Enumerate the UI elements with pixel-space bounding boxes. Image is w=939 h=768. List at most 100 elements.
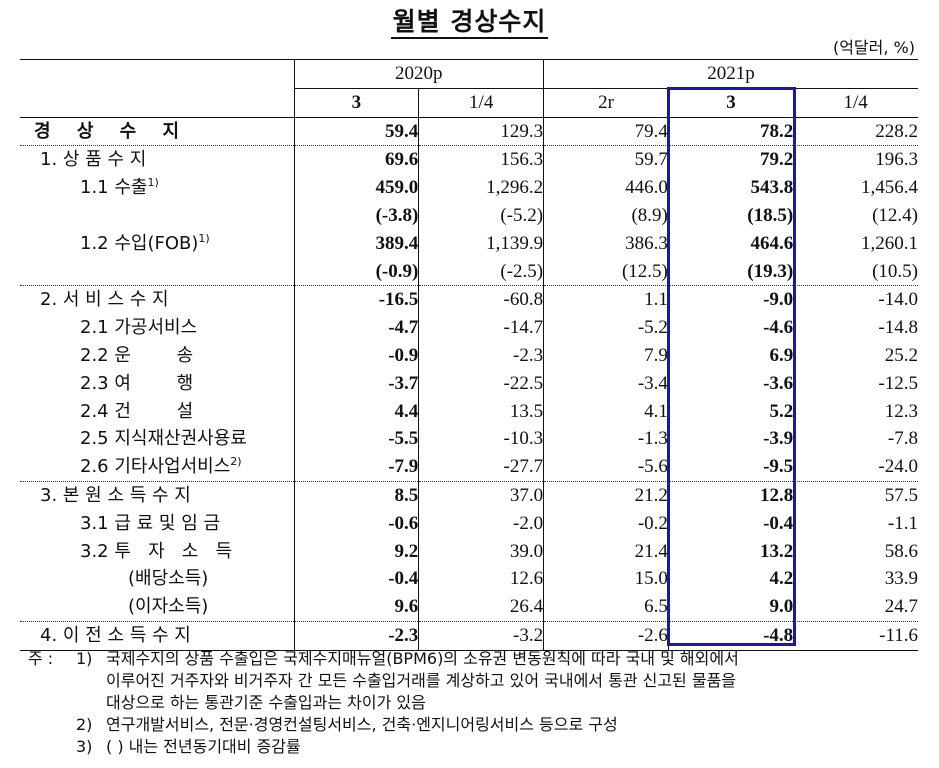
value-cell: 13.5: [418, 397, 544, 426]
row-label: 2. 서 비 스 수 지: [20, 285, 294, 315]
footnote-prefix: 주 :: [28, 649, 54, 668]
value-cell: -7.9: [293, 453, 419, 482]
value-cell: -14.8: [878, 317, 918, 339]
value-cell: 9.0: [667, 593, 794, 622]
page-title: 월별 경상수지: [0, 2, 939, 39]
value-cell: -1.3: [543, 425, 669, 454]
row-label-text: 2.5 지식재산권사용료: [80, 428, 247, 450]
value-cell: 464.6: [667, 229, 794, 258]
row-label-text: 경 상 수 지: [34, 120, 190, 142]
value-cell: (-3.8): [293, 201, 419, 230]
value-cell: 459.0: [293, 174, 419, 202]
value-cell: (19.3): [667, 257, 794, 286]
value-cell: (-2.5): [418, 257, 544, 286]
value-cell: 1.1: [543, 285, 669, 315]
value-cell: -5.5: [293, 425, 419, 454]
footnote-ref: 1): [147, 176, 159, 190]
row-label-text: (배당소득): [128, 568, 209, 590]
row-label: 1. 상 품 수 지: [20, 145, 294, 175]
table-row: 1.2 수입(FOB)1) 389.4 1,139.9 386.3 464.6 1,260…: [20, 229, 918, 258]
value-cell: -10.3: [418, 425, 544, 454]
value-cell: -2.3: [418, 341, 544, 370]
value-cell: 9.6: [293, 593, 419, 622]
table-row: 2.3 여 행 -3.7 -22.5 -3.4 -3.6 -12.5: [20, 369, 918, 398]
table-row: 2.6 기타사업서비스2) -7.9 -27.7 -5.6 -9.5 -24.0: [20, 453, 918, 482]
footnote-text: 국제수지의 상품 수출입은 국제수지매뉴얼(BPM6)의 소유권 변동원칙에 따…: [106, 649, 739, 668]
value-cell: (-5.2): [418, 201, 544, 230]
value-cell: -11.6: [793, 620, 918, 651]
value-cell: -3.7: [293, 369, 419, 398]
value-cell: 4.1: [543, 397, 669, 426]
row-label: (이자소득): [20, 593, 294, 621]
value-cell: -4.7: [293, 314, 419, 342]
value-cell: -16.5: [293, 285, 419, 315]
value-cell: 79.2: [667, 145, 794, 175]
value-cell: -14.7: [418, 314, 544, 342]
header-col-2021-q1: 1/4: [793, 88, 918, 118]
value-cell: -0.4: [293, 565, 419, 594]
value-cell: -7.8: [887, 428, 918, 450]
value-cell: -0.2: [543, 509, 669, 538]
header-year-2021: 2021p: [543, 59, 918, 89]
value-cell: (-0.9): [293, 257, 419, 286]
table-row: 1.1 수출1) 459.0 1,296.2 446.0 543.8 1,456.4: [20, 174, 918, 202]
value-cell: 4.4: [293, 397, 419, 426]
value-cell: -0.9: [293, 341, 419, 370]
row-label-text: 2.2 운 송: [80, 344, 194, 366]
footnote-text: ( ) 내는 전년동기대비 증감률: [106, 737, 301, 756]
table-row: 4. 이 전 소 득 수 지 -2.3 -3.2 -2.6 -4.8 -11.6: [20, 620, 918, 651]
row-label-text: 4. 이 전 소 득 수 지: [40, 624, 191, 646]
value-cell: 78.2: [667, 117, 794, 146]
table-row: 2.2 운 송 -0.9 -2.3 7.9 6.9 25.2: [20, 341, 918, 370]
value-cell: 25.2: [884, 344, 918, 366]
value-cell: 24.7: [884, 596, 918, 618]
value-cell: 21.4: [543, 537, 669, 566]
value-cell: 59.4: [293, 117, 419, 146]
value-cell: -1.1: [887, 512, 918, 534]
row-label-text: 3.2 투 자 소 득: [80, 540, 233, 562]
header-col-2020-3: 3: [293, 88, 419, 118]
value-cell: -4.8: [667, 620, 794, 651]
value-cell: 7.9: [543, 341, 669, 370]
value-cell: (18.5): [667, 201, 794, 230]
value-cell: 39.0: [418, 537, 544, 566]
value-cell: 156.3: [418, 145, 544, 175]
value-cell: -2.0: [418, 509, 544, 538]
row-label-text: 3. 본 원 소 득 수 지: [40, 484, 191, 506]
value-cell: 33.9: [884, 568, 918, 590]
value-cell: -14.0: [793, 285, 918, 315]
value-cell: -3.2: [418, 620, 544, 651]
value-cell: 543.8: [667, 174, 794, 202]
value-cell: 196.3: [793, 145, 918, 175]
footnote-text: 이루어진 거주자와 비거주자 간 모든 수출입거래를 계상하고 있어 국내에서 …: [106, 671, 737, 690]
value-cell: -3.9: [667, 425, 794, 454]
row-label: 2.1 가공서비스: [20, 314, 294, 342]
header-period-row: 3 1/4 2r 3 1/4: [20, 88, 918, 118]
value-cell: -60.8: [418, 285, 544, 315]
row-label: 1.2 수입(FOB)1): [20, 230, 294, 258]
value-cell: 12.6: [418, 565, 544, 594]
value-cell: 12.8: [667, 480, 794, 510]
header-year-row: 2020p 2021p: [20, 59, 918, 118]
row-label-text: (이자소득): [128, 596, 209, 618]
table-row: (배당소득) -0.4 12.6 15.0 4.2 33.9: [20, 565, 918, 594]
row-label: 2.5 지식재산권사용료: [20, 425, 294, 453]
footnote-number: 2): [76, 715, 93, 734]
value-cell: 58.6: [884, 540, 918, 562]
value-cell: 13.2: [667, 537, 794, 566]
table-row: 2.1 가공서비스 -4.7 -14.7 -5.2 -4.6 -14.8: [20, 314, 918, 342]
row-label: 4. 이 전 소 득 수 지: [20, 620, 294, 651]
value-cell: 129.3: [418, 117, 544, 146]
value-cell: 21.2: [543, 480, 669, 510]
value-cell: 1,260.1: [861, 232, 918, 254]
value-cell: -2.6: [543, 620, 669, 651]
footnote-1-line2: 이루어진 거주자와 비거주자 간 모든 수출입거래를 계상하고 있어 국내에서 …: [28, 670, 928, 692]
header-blank: [20, 59, 294, 118]
row-label: 3.2 투 자 소 득: [20, 538, 294, 566]
value-cell: 1,456.4: [861, 177, 918, 199]
value-cell: (10.5): [872, 260, 918, 282]
value-cell: -5.2: [543, 314, 669, 342]
row-label-text: 2.3 여 행: [80, 372, 194, 394]
value-cell: -24.0: [878, 456, 918, 478]
header-col-2021-3: 3: [667, 88, 794, 118]
